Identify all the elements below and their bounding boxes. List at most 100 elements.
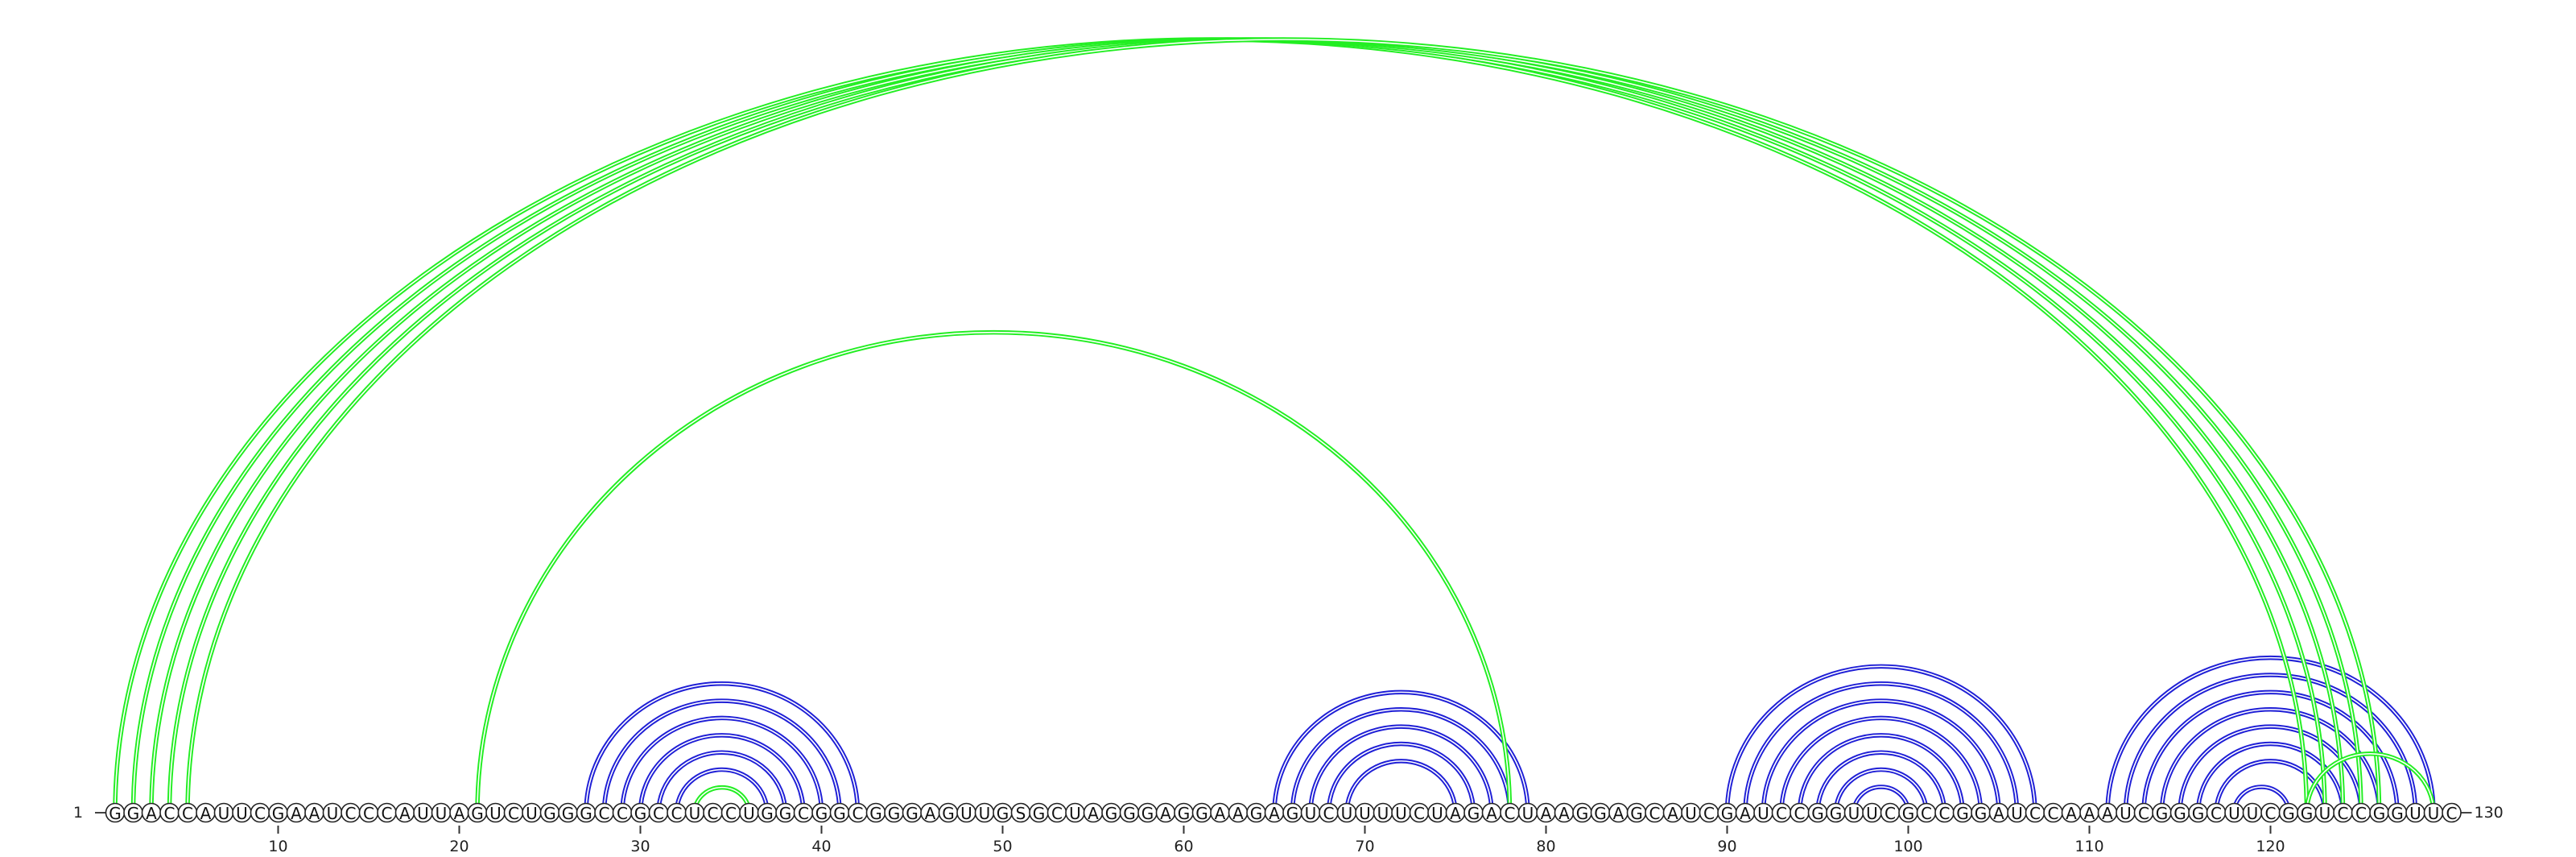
tick-label-110: 110	[2074, 838, 2103, 855]
nucleotide-22: U	[485, 802, 506, 823]
nucleotide-25: G	[539, 802, 560, 823]
nucleotide-letter: A	[1088, 804, 1099, 823]
nucleotide-66: G	[1282, 802, 1302, 823]
nucleotide-106: U	[2007, 802, 2027, 823]
nucleotide-letter: U	[1305, 804, 1317, 823]
nucleotide-letter: G	[1956, 804, 1969, 823]
nucleotide-101: C	[1916, 802, 1937, 823]
nucleotide-letter: G	[942, 804, 955, 823]
nucleotide-105: A	[1988, 802, 2009, 823]
nucleotide-6: A	[196, 802, 216, 823]
nucleotide-117: C	[2206, 802, 2227, 823]
nucleotide-77: A	[1481, 802, 1502, 823]
nucleotide-letter: G	[888, 804, 901, 823]
nucleotide-letter: A	[399, 804, 411, 823]
nucleotide-55: A	[1083, 802, 1104, 823]
nucleotide-53: C	[1046, 802, 1067, 823]
nucleotide-56: G	[1101, 802, 1121, 823]
nucleotide-letter: G	[1576, 804, 1589, 823]
nucleotide-44: G	[884, 802, 904, 823]
nucleotide-71: U	[1373, 802, 1393, 823]
local-pair-arc-inner-32-37	[675, 768, 768, 814]
nucleotide-letter: A	[200, 804, 212, 823]
nucleotide-letter: C	[164, 804, 175, 823]
long-pair-arc-inner-33-36	[694, 786, 750, 814]
nucleotide-letter: U	[2428, 804, 2440, 823]
nucleotide-letter: U	[2319, 804, 2331, 823]
local-pair-arc-inner-94-103	[1798, 735, 1963, 814]
nucleotide-36: U	[739, 802, 759, 823]
nucleotide-40: G	[811, 802, 832, 823]
nucleotide-126: G	[2369, 802, 2389, 823]
nucleotide-letter: U	[1848, 804, 1860, 823]
nucleotide-letter: U	[2011, 804, 2023, 823]
nucleotide-12: A	[304, 802, 324, 823]
nucleotide-letter: G	[2391, 804, 2404, 823]
nucleotide-100: G	[1898, 802, 1918, 823]
nucleotide-letter: G	[2192, 804, 2205, 823]
nucleotide-130: C	[2442, 802, 2462, 823]
nucleotide-letter: C	[2138, 804, 2149, 823]
nucleotide-60: G	[1174, 802, 1194, 823]
nucleotide-3: A	[141, 802, 162, 823]
long-pair-arc-inner-4-125	[168, 39, 2362, 814]
nucleotide-letter: G	[1250, 804, 1263, 823]
nucleotide-letter: G	[1975, 804, 1988, 823]
nucleotide-letter: C	[382, 804, 393, 823]
long-pair-arc-inner-122-129	[2306, 752, 2434, 814]
nucleotide-107: C	[2025, 802, 2046, 823]
nucleotide-letter: A	[1269, 804, 1280, 823]
nucleotide-letter: G	[2174, 804, 2186, 823]
nucleotide-letter: U	[743, 804, 755, 823]
nucleotide-113: C	[2133, 802, 2154, 823]
local-pair-arc-inner-92-105	[1762, 700, 2000, 814]
nucleotide-letter: G	[2301, 804, 2314, 823]
long-pair-arc-3-124	[149, 37, 2346, 814]
nucleotide-letter: C	[2446, 804, 2458, 823]
nucleotide-93: C	[1771, 802, 1792, 823]
nucleotide-43: G	[865, 802, 886, 823]
nucleotide-81: A	[1554, 802, 1575, 823]
nucleotide-31: C	[648, 802, 669, 823]
nucleotide-57: G	[1119, 802, 1140, 823]
local-pair-arc-inner-97-100	[1853, 786, 1909, 814]
nucleotide-letter: C	[363, 804, 374, 823]
nucleotide-112: U	[2116, 802, 2136, 823]
local-pair-arc-inner-69-75	[1346, 760, 1456, 814]
nucleotide-16: C	[377, 802, 397, 823]
nucleotide-92: U	[1753, 802, 1773, 823]
nucleotide-letter: A	[1486, 804, 1497, 823]
nucleotide-letter: A	[1740, 804, 1751, 823]
nucleotide-95: G	[1807, 802, 1828, 823]
local-pair-arc-inner-31-38	[658, 751, 786, 814]
nucleotide-65: A	[1264, 802, 1285, 823]
nucleotide-letter: U	[327, 804, 339, 823]
start-position-label: 1	[73, 804, 83, 822]
nucleotide-52: G	[1029, 802, 1049, 823]
nucleotide-35: C	[720, 802, 741, 823]
nucleotide-letter: C	[1414, 804, 1425, 823]
nucleotide-letter: U	[2228, 804, 2240, 823]
tick-label-80: 80	[1536, 838, 1555, 855]
nucleotide-125: C	[2351, 802, 2372, 823]
nucleotide-letter: G	[815, 804, 828, 823]
nucleotide-108: C	[2043, 802, 2063, 823]
local-pair-arc-inner-112-128	[2124, 674, 2417, 814]
nucleotide-letter: A	[2066, 804, 2077, 823]
nucleotide-79: U	[1517, 802, 1538, 823]
nucleotide-letter: U	[236, 804, 248, 823]
local-pair-arc-inner-114-126	[2161, 708, 2380, 814]
nucleotide-114: G	[2152, 802, 2172, 823]
nucleotide-119: U	[2242, 802, 2263, 823]
local-pair-arc-inner-27-42	[585, 682, 859, 814]
nucleotide-letter: C	[1885, 804, 1896, 823]
nucleotide-62: A	[1210, 802, 1230, 823]
nucleotide-letter: C	[2338, 804, 2349, 823]
nucleotide-letter: G	[1902, 804, 1915, 823]
nucleotide-14: C	[341, 802, 361, 823]
nucleotide-letter: G	[761, 804, 774, 823]
nucleotide-letter: A	[1160, 804, 1171, 823]
nucleotide-46: A	[920, 802, 940, 823]
nucleotide-letter: C	[1939, 804, 1951, 823]
